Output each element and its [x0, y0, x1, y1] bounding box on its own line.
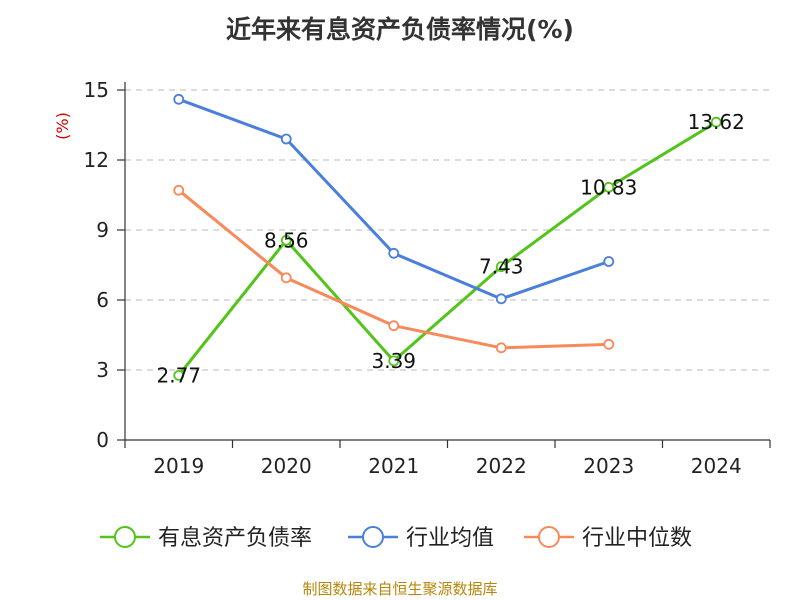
data-point [710, 116, 722, 128]
axes: 0 3 6 9 12 15 2019 2020 2021 2022 2023 2024 [84, 78, 771, 478]
data-label: 2.77 [156, 363, 201, 387]
legend-marker [114, 526, 136, 548]
data-point [603, 338, 615, 350]
legend-label: 行业中位数 [582, 526, 692, 551]
data-point [495, 293, 507, 305]
data-point [173, 93, 185, 105]
chart-title: 近年来有息资产负债率情况(%) [226, 15, 574, 44]
y-tick-label: 15 [84, 78, 109, 102]
series-line [178, 97, 610, 301]
data-labels: 2.77 8.56 3.39 7.43 10.83 13.62 [156, 110, 744, 387]
y-tick-label: 3 [96, 358, 109, 382]
data-label: 7.43 [479, 255, 524, 279]
x-tick-label: 2023 [583, 454, 634, 478]
legend-marker [362, 526, 384, 548]
data-label: 10.83 [580, 175, 637, 199]
data-point [603, 256, 615, 267]
data-point [388, 355, 400, 367]
y-axis-unit-label: (%) [53, 112, 72, 140]
data-point [173, 369, 185, 381]
data-point [388, 320, 400, 332]
legend-label: 行业均值 [406, 526, 494, 551]
data-label: 3.39 [371, 349, 416, 373]
x-tick-label: 2020 [261, 454, 312, 478]
legend: 有息资产负债率 行业均值 行业中位数 [100, 526, 692, 551]
x-tick-label: 2024 [691, 454, 742, 478]
y-tick-label: 12 [84, 148, 109, 172]
legend-marker [538, 526, 560, 548]
data-point [280, 272, 292, 284]
y-tick-label: 0 [96, 428, 109, 452]
data-point [280, 133, 292, 145]
data-label: 8.56 [264, 228, 309, 252]
y-tick-label: 6 [96, 288, 109, 312]
data-point [280, 234, 292, 246]
source-note: 制图数据来自恒生聚源数据库 [302, 580, 498, 598]
data-label: 13.62 [688, 110, 745, 134]
data-point [495, 342, 507, 354]
grid-lines [125, 89, 770, 371]
data-point [495, 261, 507, 273]
series-lines [173, 93, 722, 381]
y-tick-label: 9 [96, 218, 109, 242]
data-point [388, 247, 400, 259]
x-tick-label: 2021 [368, 454, 419, 478]
data-point [603, 181, 615, 193]
legend-label: 有息资产负债率 [158, 526, 312, 551]
x-tick-label: 2019 [153, 454, 204, 478]
data-point [173, 184, 185, 196]
x-tick-label: 2022 [476, 454, 527, 478]
